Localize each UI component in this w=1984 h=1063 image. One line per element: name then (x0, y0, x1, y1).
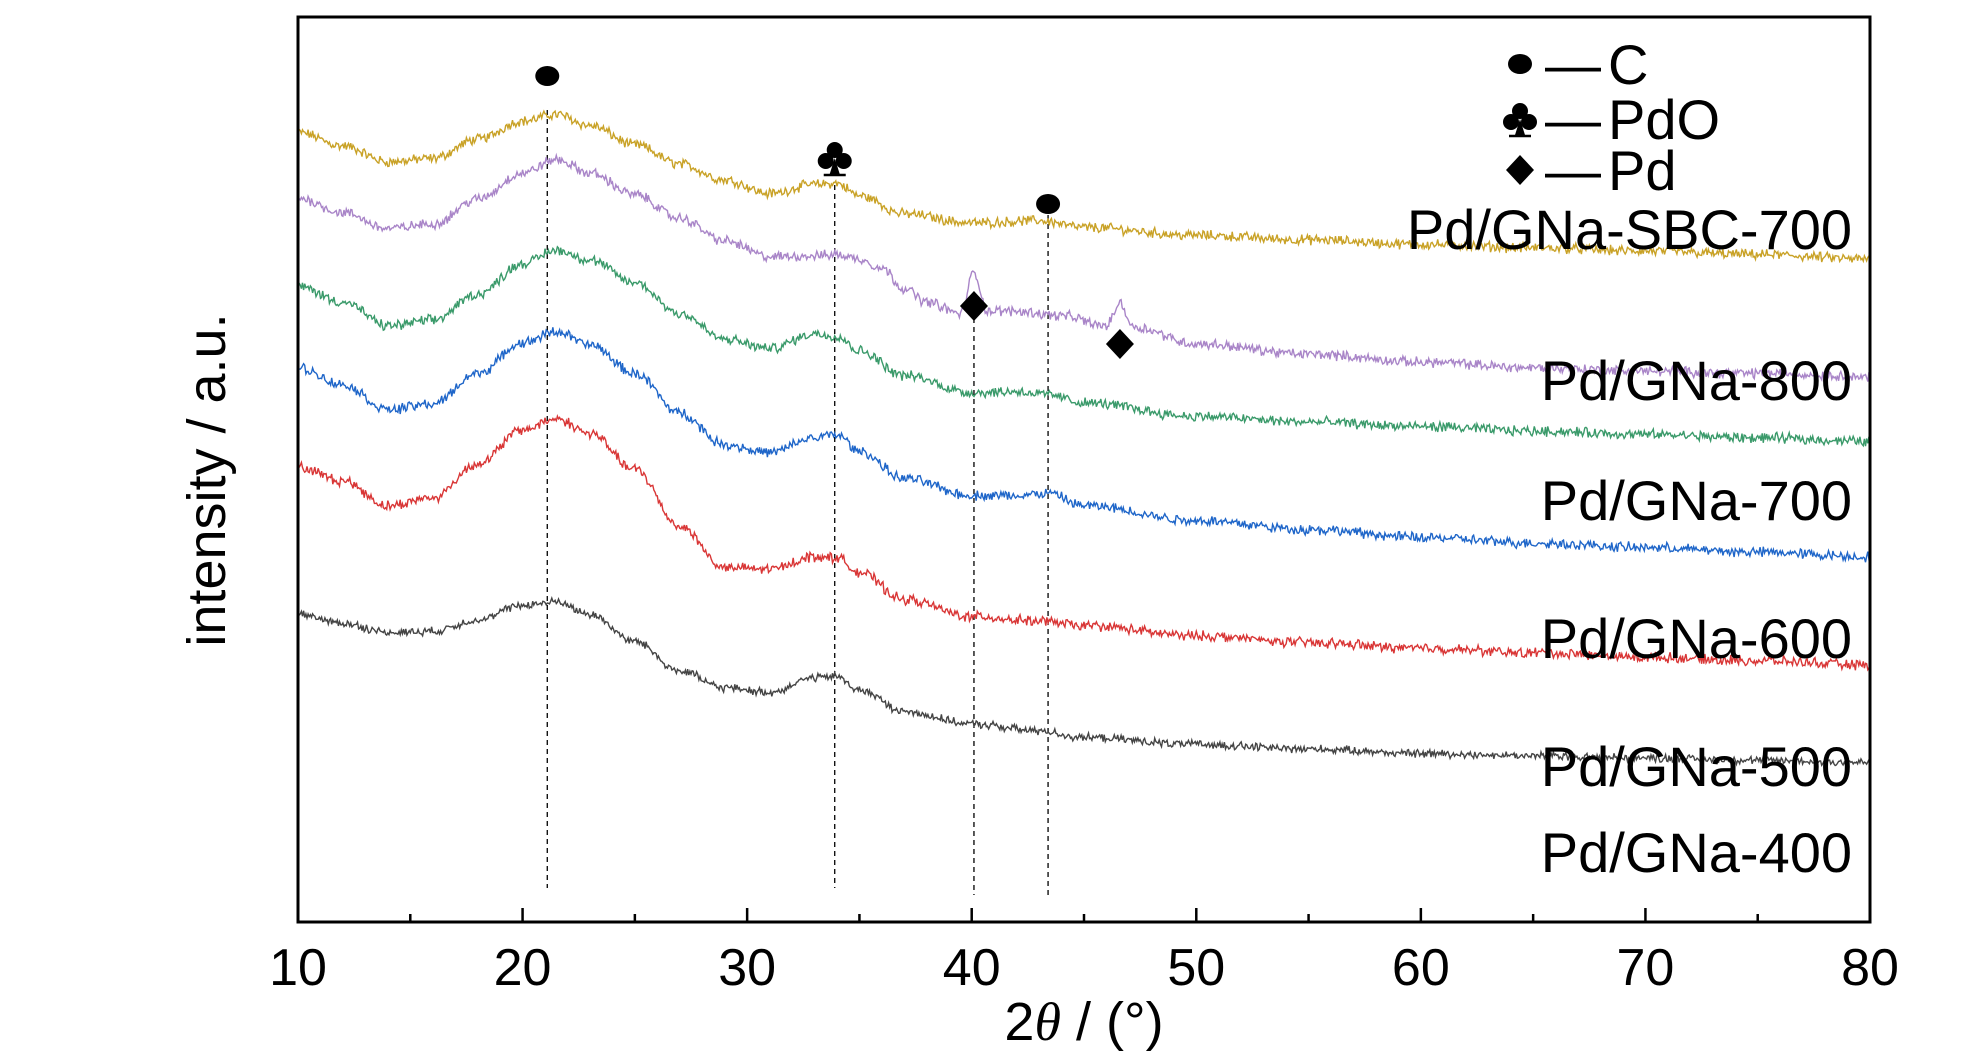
series-label-3: Pd/GNa-600 (1541, 607, 1852, 670)
x-tick-label-20: 20 (494, 939, 552, 997)
x-axis-title-suffix: / (°) (1061, 992, 1164, 1052)
x-axis-title: 2θ / (°) (1004, 992, 1163, 1052)
x-tick-label-60: 60 (1392, 939, 1450, 997)
legend: — C— PdO— Pd (1503, 33, 1720, 202)
series-line-0 (297, 109, 1871, 264)
peak-markers (535, 66, 1134, 359)
legend-marker-diamond (1506, 155, 1534, 185)
legend-separator: — (1545, 88, 1601, 151)
reference-lines (546, 110, 1049, 895)
peak-marker-diamond-3 (959, 291, 988, 321)
series-line-4 (297, 413, 1871, 672)
peak-marker-circle-2 (1036, 194, 1061, 214)
x-tick-label-10: 10 (269, 939, 327, 997)
y-axis-title: intensity / a.u. (177, 313, 237, 646)
series-label-0: Pd/GNa-SBC-700 (1407, 198, 1852, 261)
series-line-2 (297, 245, 1871, 448)
x-axis-title-symbol: θ (1034, 992, 1061, 1052)
legend-entry-c: — C (1508, 33, 1648, 96)
peak-marker-club-1 (817, 142, 852, 177)
legend-separator: — (1545, 139, 1601, 202)
legend-entry-pdo: — PdO (1503, 88, 1720, 151)
series-line-5 (297, 596, 1871, 768)
legend-marker-circle (1508, 54, 1532, 74)
x-tick-label-80: 80 (1841, 939, 1899, 997)
series-label-1: Pd/GNa-800 (1541, 349, 1852, 412)
series-line-1 (297, 152, 1871, 384)
x-tick-label-70: 70 (1617, 939, 1675, 997)
plot-frame (296, 15, 1872, 924)
legend-separator: — (1545, 33, 1601, 96)
series-label-2: Pd/GNa-700 (1541, 469, 1852, 532)
series-label-4: Pd/GNa-500 (1541, 735, 1852, 798)
x-axis-ticks: 10 20 30 40 50 60 70 80 (269, 908, 1899, 997)
peak-marker-circle-0 (535, 66, 560, 86)
x-tick-label-30: 30 (718, 939, 776, 997)
legend-label: Pd (1608, 139, 1677, 202)
legend-label: C (1608, 33, 1648, 96)
legend-entry-pd: — Pd (1506, 139, 1677, 202)
series-labels: Pd/GNa-SBC-700 Pd/GNa-800 Pd/GNa-700 Pd/GNa… (1407, 198, 1852, 884)
legend-marker-club (1503, 103, 1537, 138)
peak-marker-diamond-4 (1105, 329, 1134, 359)
x-axis-title-prefix: 2 (1004, 992, 1034, 1052)
series-layer (297, 109, 1871, 768)
series-label-5: Pd/GNa-400 (1541, 821, 1852, 884)
x-tick-label-50: 50 (1167, 939, 1225, 997)
legend-label: PdO (1608, 88, 1720, 151)
series-line-3 (297, 327, 1871, 563)
x-tick-label-40: 40 (943, 939, 1001, 997)
